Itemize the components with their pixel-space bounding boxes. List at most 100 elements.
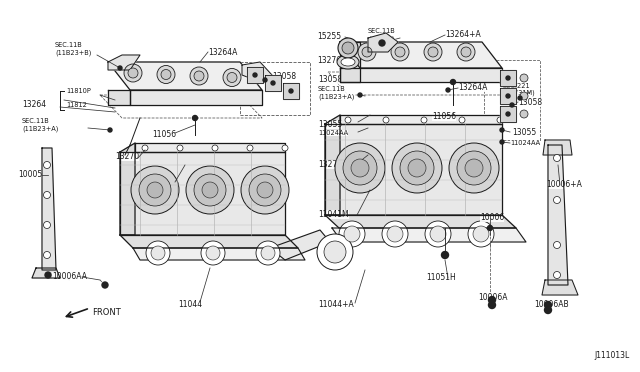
Text: SEC.11B
(11B23+A): SEC.11B (11B23+A) bbox=[22, 118, 58, 131]
Circle shape bbox=[227, 73, 237, 83]
Circle shape bbox=[124, 64, 142, 82]
Circle shape bbox=[465, 159, 483, 177]
Circle shape bbox=[324, 241, 346, 263]
Circle shape bbox=[151, 246, 165, 260]
Circle shape bbox=[157, 65, 175, 83]
Circle shape bbox=[451, 80, 456, 84]
Text: SEC.11B
(11B23+A): SEC.11B (11B23+A) bbox=[318, 86, 355, 99]
Circle shape bbox=[488, 296, 495, 304]
Circle shape bbox=[345, 117, 351, 123]
Polygon shape bbox=[32, 268, 60, 278]
Circle shape bbox=[488, 225, 493, 231]
Circle shape bbox=[500, 140, 504, 144]
Circle shape bbox=[518, 96, 522, 100]
Circle shape bbox=[118, 66, 122, 70]
Circle shape bbox=[358, 93, 362, 97]
Circle shape bbox=[263, 78, 267, 82]
Circle shape bbox=[457, 43, 475, 61]
Circle shape bbox=[382, 221, 408, 247]
Circle shape bbox=[554, 154, 561, 161]
Circle shape bbox=[339, 221, 365, 247]
Circle shape bbox=[147, 182, 163, 198]
Circle shape bbox=[554, 272, 561, 279]
Text: 11041: 11041 bbox=[152, 178, 176, 187]
Circle shape bbox=[257, 182, 273, 198]
Polygon shape bbox=[108, 55, 140, 70]
Polygon shape bbox=[543, 140, 572, 155]
Polygon shape bbox=[120, 235, 298, 248]
Circle shape bbox=[190, 67, 208, 85]
Text: SEC.11B
(11B26): SEC.11B (11B26) bbox=[368, 28, 396, 42]
Polygon shape bbox=[542, 280, 578, 295]
Text: J111013L: J111013L bbox=[595, 351, 630, 360]
Text: 13058: 13058 bbox=[272, 72, 296, 81]
Circle shape bbox=[338, 38, 358, 58]
Circle shape bbox=[44, 251, 51, 259]
Circle shape bbox=[177, 145, 183, 151]
Polygon shape bbox=[120, 143, 135, 235]
Circle shape bbox=[344, 226, 360, 242]
Polygon shape bbox=[325, 124, 502, 215]
Circle shape bbox=[425, 221, 451, 247]
Circle shape bbox=[383, 117, 389, 123]
Text: 11810P: 11810P bbox=[66, 88, 91, 94]
Circle shape bbox=[186, 166, 234, 214]
Text: 10006A: 10006A bbox=[478, 293, 508, 302]
Circle shape bbox=[520, 92, 528, 100]
Text: SEC.11B
(11B23+B): SEC.11B (11B23+B) bbox=[55, 42, 92, 55]
Polygon shape bbox=[270, 230, 330, 260]
Circle shape bbox=[241, 166, 289, 214]
Circle shape bbox=[223, 68, 241, 87]
Circle shape bbox=[131, 166, 179, 214]
Circle shape bbox=[554, 196, 561, 203]
Circle shape bbox=[506, 94, 510, 98]
Polygon shape bbox=[108, 62, 262, 90]
Text: 11056: 11056 bbox=[432, 112, 456, 121]
Circle shape bbox=[256, 241, 280, 265]
Circle shape bbox=[545, 301, 552, 308]
Circle shape bbox=[424, 43, 442, 61]
Circle shape bbox=[45, 272, 51, 278]
Text: 11051H: 11051H bbox=[426, 273, 456, 282]
Polygon shape bbox=[340, 42, 502, 68]
Circle shape bbox=[343, 151, 377, 185]
Circle shape bbox=[317, 234, 353, 270]
Circle shape bbox=[253, 73, 257, 77]
Circle shape bbox=[128, 68, 138, 78]
Polygon shape bbox=[500, 106, 516, 122]
Polygon shape bbox=[500, 88, 516, 104]
Text: 13264: 13264 bbox=[22, 100, 46, 109]
Circle shape bbox=[510, 103, 514, 107]
Circle shape bbox=[400, 151, 434, 185]
Text: 13264+A: 13264+A bbox=[445, 30, 481, 39]
Polygon shape bbox=[108, 90, 130, 105]
Polygon shape bbox=[133, 248, 305, 260]
Polygon shape bbox=[340, 42, 360, 82]
Text: 11044: 11044 bbox=[178, 300, 202, 309]
Text: 11041M: 11041M bbox=[318, 210, 349, 219]
Circle shape bbox=[351, 159, 369, 177]
Text: 11044+A: 11044+A bbox=[318, 300, 354, 309]
Circle shape bbox=[421, 117, 427, 123]
Circle shape bbox=[497, 117, 503, 123]
Circle shape bbox=[202, 182, 218, 198]
Circle shape bbox=[201, 241, 225, 265]
Circle shape bbox=[457, 151, 491, 185]
Circle shape bbox=[506, 112, 510, 116]
Polygon shape bbox=[325, 215, 516, 228]
Circle shape bbox=[282, 145, 288, 151]
Text: 13055: 13055 bbox=[512, 128, 536, 137]
Circle shape bbox=[44, 221, 51, 228]
Text: 10005: 10005 bbox=[18, 170, 42, 179]
Text: 13058: 13058 bbox=[518, 98, 542, 107]
Text: SEC.221
(23731M): SEC.221 (23731M) bbox=[503, 83, 535, 96]
Circle shape bbox=[520, 110, 528, 118]
Text: 10006: 10006 bbox=[480, 213, 504, 222]
Text: 13264A: 13264A bbox=[208, 48, 237, 57]
Circle shape bbox=[468, 221, 494, 247]
Circle shape bbox=[342, 42, 354, 54]
Circle shape bbox=[358, 43, 376, 61]
Polygon shape bbox=[120, 152, 285, 235]
Polygon shape bbox=[340, 115, 502, 124]
Polygon shape bbox=[325, 115, 340, 215]
